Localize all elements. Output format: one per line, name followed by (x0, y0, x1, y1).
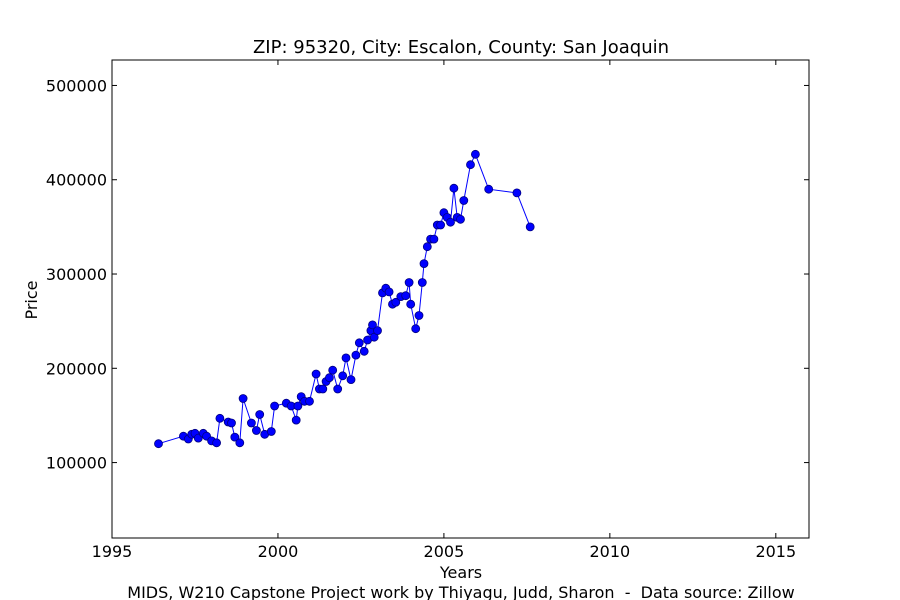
data-point (324, 373, 334, 383)
data-point (404, 278, 414, 287)
x-tick-label: 2005 (424, 542, 465, 561)
data-point (456, 214, 465, 224)
data-point (354, 338, 364, 348)
y-tick-label: 400000 (46, 171, 107, 190)
data-point (246, 418, 256, 428)
data-point (422, 242, 432, 252)
data-point (359, 346, 369, 356)
data-point (311, 369, 321, 379)
data-point (154, 439, 163, 449)
data-point (251, 426, 261, 435)
data-point (449, 183, 459, 193)
data-point (419, 259, 429, 269)
data-point (291, 415, 301, 425)
x-tick-label: 2015 (755, 542, 796, 561)
x-tick-label: 1995 (92, 542, 133, 561)
series-layer (154, 149, 535, 449)
y-tick-label: 500000 (46, 76, 107, 95)
data-point (227, 418, 236, 428)
data-point (351, 350, 361, 360)
data-point (215, 413, 225, 423)
data-point (346, 375, 356, 385)
y-tick-label: 300000 (46, 265, 107, 284)
data-point (230, 432, 240, 442)
data-point (373, 326, 382, 336)
data-point (318, 384, 328, 394)
data-point (391, 297, 401, 307)
data-point (414, 311, 424, 320)
data-point (338, 371, 348, 381)
data-point (459, 196, 469, 205)
data-point (266, 427, 276, 436)
data-point (401, 291, 411, 301)
data-point (436, 220, 446, 230)
x-tick-label: 2010 (589, 542, 630, 561)
data-point (212, 438, 222, 448)
data-point (446, 217, 455, 227)
data-point (255, 410, 265, 419)
data-point (429, 234, 439, 244)
data-point (484, 184, 494, 194)
data-point (368, 320, 377, 330)
data-point (384, 287, 394, 297)
plot-area (111, 59, 810, 539)
y-tick-label: 200000 (46, 359, 107, 378)
data-point (328, 365, 338, 375)
data-point (470, 149, 480, 159)
x-tick-label: 2000 (258, 542, 299, 561)
chart-title: ZIP: 95320, City: Escalon, County: San J… (253, 37, 669, 58)
data-point (341, 353, 351, 363)
footer-credit: MIDS, W210 Capstone Project work by Thiy… (127, 583, 794, 600)
data-point (293, 401, 303, 411)
data-point (411, 324, 421, 334)
data-point (235, 438, 245, 448)
data-point (417, 278, 427, 287)
data-point (466, 160, 475, 170)
data-point (238, 394, 248, 403)
y-tick-label: 100000 (46, 454, 107, 473)
data-point (525, 222, 535, 232)
y-axis-label: Price (22, 280, 41, 319)
data-point (305, 396, 314, 406)
ticks-layer: 1995 2000 2005 2010 2015 100000 200000 300000 40… (46, 60, 809, 561)
data-point (270, 401, 280, 411)
data-point (512, 188, 522, 198)
data-point (406, 299, 416, 309)
data-point (333, 384, 343, 394)
x-axis-label: Years (439, 563, 482, 582)
